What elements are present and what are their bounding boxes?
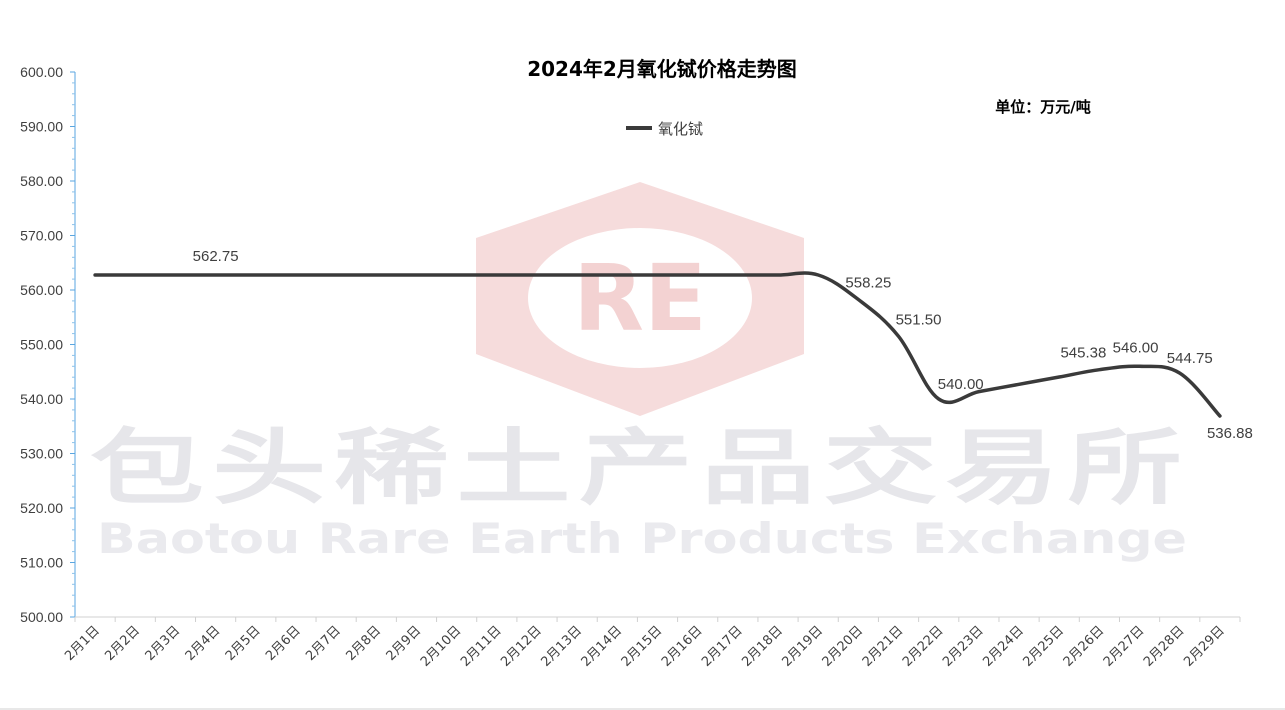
y-tick-label: 550.00	[20, 337, 63, 353]
y-tick-label: 510.00	[20, 555, 63, 571]
x-tick-label: 2月7日	[303, 623, 344, 664]
x-tick-label: 2月26日	[1061, 623, 1108, 670]
data-label: 536.88	[1207, 425, 1253, 442]
x-tick-label: 2月29日	[1181, 623, 1228, 670]
y-tick-label: 580.00	[20, 173, 63, 189]
x-tick-label: 2月6日	[263, 623, 304, 664]
x-tick-label: 2月18日	[739, 623, 786, 670]
data-label: 558.25	[845, 275, 891, 292]
data-label: 562.75	[193, 248, 239, 265]
watermark-english: Baotou Rare Earth Products Exchange	[97, 514, 1187, 563]
x-tick-label: 2月3日	[143, 623, 184, 664]
x-tick-label: 2月22日	[900, 623, 947, 670]
y-tick-label: 590.00	[20, 119, 63, 135]
chart-title: 2024年2月氧化铽价格走势图	[527, 57, 797, 81]
legend-label: 氧化铽	[658, 120, 703, 138]
y-minor-ticks	[72, 82, 75, 607]
watermark-chinese: 包头稀土产品交易所	[90, 421, 1190, 516]
legend: 氧化铽	[626, 120, 703, 138]
x-tick-label: 2月16日	[659, 623, 706, 670]
x-tick-label: 2月15日	[619, 623, 666, 670]
y-tick-label: 520.00	[20, 500, 63, 516]
watermark-logo: RE	[476, 182, 804, 416]
x-tick-label: 2月4日	[183, 623, 224, 664]
y-tick-label: 600.00	[20, 64, 63, 80]
x-tick-label: 2月23日	[940, 623, 987, 670]
x-tick-label: 2月14日	[579, 623, 626, 670]
x-ticks: 2月1日 2月2日 2月3日 2月4日 2月5日 2月6日 2月7日 2月8日 2月9日2月10…	[62, 617, 1241, 670]
x-tick-label: 2月25日	[1021, 623, 1068, 670]
x-tick-label: 2月8日	[343, 623, 384, 664]
unit-label: 单位：万元/吨	[995, 98, 1090, 116]
y-tick-label: 570.00	[20, 228, 63, 244]
x-tick-label: 2月13日	[538, 623, 585, 670]
x-tick-label: 2月28日	[1141, 623, 1188, 670]
x-tick-label: 2月19日	[779, 623, 826, 670]
x-tick-label: 2月10日	[418, 623, 465, 670]
y-tick-label: 560.00	[20, 282, 63, 298]
x-tick-label: 2月24日	[980, 623, 1027, 670]
data-label: 551.50	[896, 311, 942, 328]
watermark-logo-text: RE	[573, 245, 707, 352]
data-labels: 562.75 558.25 551.50 540.00 545.38 546.00 544.…	[193, 248, 1253, 442]
x-tick-label: 2月12日	[498, 623, 545, 670]
x-tick-label: 2月5日	[223, 623, 264, 664]
y-ticks: 600.00 590.00 580.00 570.00 560.00 550.00 540.…	[20, 64, 75, 625]
x-tick-label: 2月21日	[860, 623, 907, 670]
x-tick-label: 2月20日	[820, 623, 867, 670]
x-tick-label: 2月17日	[699, 623, 746, 670]
y-tick-label: 500.00	[20, 609, 63, 625]
y-tick-label: 530.00	[20, 446, 63, 462]
data-label: 546.00	[1113, 339, 1159, 356]
bottom-border	[0, 708, 1285, 710]
series-layer	[93, 271, 1222, 418]
data-label: 544.75	[1167, 350, 1213, 367]
data-label: 540.00	[938, 376, 984, 393]
y-tick-label: 540.00	[20, 391, 63, 407]
x-tick-label: 2月1日	[62, 623, 103, 664]
x-tick-label: 2月2日	[102, 623, 143, 664]
x-tick-label: 2月27日	[1101, 623, 1148, 670]
data-label: 545.38	[1060, 345, 1106, 362]
x-tick-label: 2月11日	[458, 623, 505, 670]
